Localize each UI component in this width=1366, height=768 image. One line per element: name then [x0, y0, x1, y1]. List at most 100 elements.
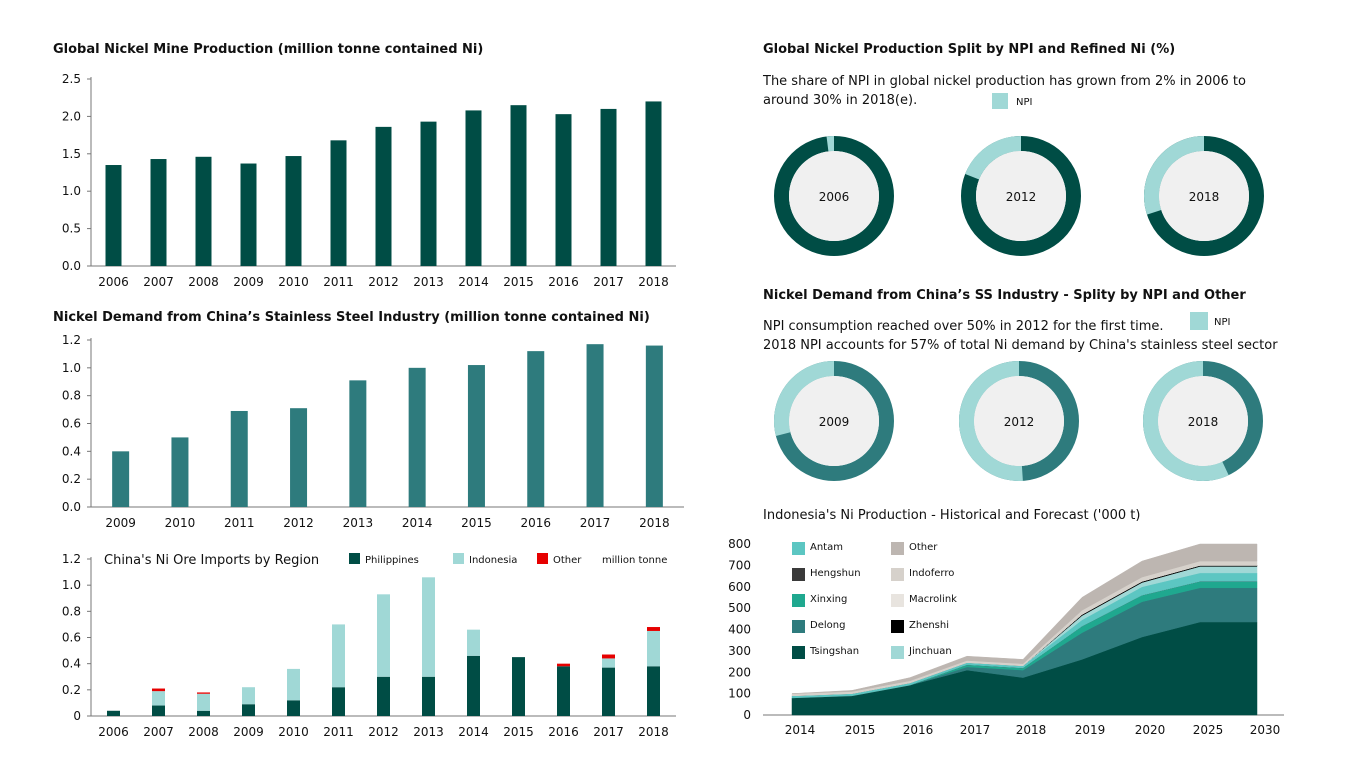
indonesia-legend-label-indoferro: Indoferro	[909, 568, 954, 579]
indonesia-legend-swatch-zhenshi	[891, 620, 904, 633]
mine-bar	[240, 163, 257, 266]
ore-bar-other	[602, 654, 615, 659]
china_ss-x-tick-label: 2009	[105, 516, 136, 530]
china_ss-x-tick-label: 2015	[461, 516, 492, 530]
china_ss-bar	[349, 380, 367, 507]
mine-bar	[600, 108, 617, 266]
indonesia-legend-swatch-other	[891, 542, 904, 555]
indonesia-area-other	[791, 543, 1258, 694]
mine-y-tick-label: 2.0	[62, 109, 81, 123]
indonesia-y-tick-label: 100	[728, 687, 751, 701]
ore-imports-title: China's Ni Ore Imports by Region	[104, 553, 319, 568]
indonesia-legend-swatch-indoferro	[891, 568, 904, 581]
indonesia-y-tick-label: 800	[728, 537, 751, 551]
mine-x-tick-label: 2006	[98, 275, 129, 289]
china_ss-y-tick-label: 0.4	[62, 444, 81, 458]
china_ss-x-tick-label: 2017	[580, 516, 611, 530]
npi_split-donut-2006-label: 2006	[819, 190, 850, 204]
mine-x-tick-label: 2012	[368, 275, 399, 289]
mine-y-tick-label: 0.5	[62, 222, 81, 236]
indonesia-legend-label-other: Other	[909, 542, 938, 553]
mine-x-tick-label: 2007	[143, 275, 174, 289]
china_ss-x-tick-label: 2013	[343, 516, 374, 530]
indonesia-legend-label-zhenshi: Zhenshi	[909, 620, 949, 631]
indonesia-legend-swatch-delong	[792, 620, 805, 633]
npi_split-donut-2018-npi	[1144, 136, 1264, 256]
npi_split-donut-2006-npi	[774, 136, 894, 256]
china_npi-donut-2018-npi	[1143, 361, 1263, 481]
ore-legend-swatch-philippines	[349, 553, 360, 564]
china_ss-y-tick-label: 0.2	[62, 472, 81, 486]
ore-x-tick-label: 2014	[458, 725, 489, 739]
npi_split-donut-2018-label: 2018	[1189, 190, 1220, 204]
china_npi-donut-2018-center	[1158, 376, 1248, 466]
china_ss-x-tick-label: 2011	[224, 516, 255, 530]
mine-y-tick-label: 1.0	[62, 184, 81, 198]
mine-production-title: Global Nickel Mine Production (million t…	[53, 42, 483, 57]
china-npi-description-line1: NPI consumption reached over 50% in 2012…	[763, 319, 1164, 334]
ore-bar-philippines	[467, 655, 480, 716]
china-npi-legend-swatch	[1190, 312, 1208, 330]
ore-bar-indonesia	[242, 687, 255, 705]
mine-bar	[510, 105, 527, 267]
ore-bar-philippines	[107, 710, 120, 716]
mine-bar	[375, 126, 392, 266]
ore-x-tick-label: 2012	[368, 725, 399, 739]
china_ss-y-tick-label: 1.0	[62, 361, 81, 375]
ore-bar-philippines	[557, 666, 570, 716]
china_ss-x-tick-label: 2018	[639, 516, 670, 530]
ore-bar-philippines	[377, 676, 390, 716]
ore-legend-label-other: Other	[553, 555, 582, 566]
china_ss-x-tick-label: 2014	[402, 516, 433, 530]
mine-y-tick-label: 0.0	[62, 259, 81, 273]
china_npi-donut-2009-center	[789, 376, 879, 466]
npi_split-donut-2012-label: 2012	[1006, 190, 1037, 204]
mine-bar	[465, 110, 482, 266]
ore-bar-indonesia	[602, 658, 615, 668]
china_ss-bar	[467, 365, 485, 507]
mine-bar	[420, 121, 437, 266]
npi_split-donut-2012-npi	[961, 136, 1081, 256]
indonesia-y-tick-label: 400	[728, 623, 751, 637]
mine-x-tick-label: 2013	[413, 275, 444, 289]
mine-production-chart: 0.0 0.5 1.0 1.5 2.0 2.5 2006 2007 2008 2009 2010 20…	[62, 72, 676, 289]
china_ss-y-tick-label: 0.6	[62, 417, 81, 431]
ore-bar-philippines	[602, 667, 615, 716]
ore-bar-philippines	[422, 676, 435, 716]
ore-legend-swatch-indonesia	[453, 553, 464, 564]
mine-bar	[195, 156, 212, 266]
china-npi-title: Nickel Demand from China’s SS Industry -…	[763, 288, 1246, 303]
ore-bar-other	[647, 627, 660, 631]
indonesia-y-tick-label: 600	[728, 580, 751, 594]
mine-bar	[150, 159, 167, 266]
mine-x-tick-label: 2014	[458, 275, 489, 289]
ore-y-tick-label: 0.6	[62, 631, 81, 645]
indonesia-legend-label-delong: Delong	[810, 620, 845, 631]
ore-y-tick-label: 1.0	[62, 578, 81, 592]
china_ss-y-tick-label: 0.0	[62, 500, 81, 514]
ore-y-tick-label: 0.4	[62, 657, 81, 671]
ore-bar-indonesia	[647, 630, 660, 667]
ore-legend-label-indonesia: Indonesia	[469, 555, 517, 566]
ore-bar-indonesia	[467, 629, 480, 656]
ore-x-tick-label: 2010	[278, 725, 309, 739]
indonesia-legend-swatch-jinchuan	[891, 646, 904, 659]
china_npi-donut-2009-npi	[774, 361, 894, 481]
ore-bar-indonesia	[197, 693, 210, 711]
indonesia-legend-swatch-hengshun	[792, 568, 805, 581]
mine-x-tick-label: 2010	[278, 275, 309, 289]
china_ss-bar	[112, 451, 130, 507]
china_ss-bar	[586, 344, 604, 507]
mine-x-tick-label: 2011	[323, 275, 354, 289]
ore-bar-indonesia	[377, 594, 390, 677]
ore-x-tick-label: 2011	[323, 725, 354, 739]
china_ss-bar	[290, 408, 308, 507]
ore-bar-philippines	[287, 700, 300, 716]
ore-bar-philippines	[647, 666, 660, 716]
ore-x-tick-label: 2016	[548, 725, 579, 739]
npi_split-donut-2012-center	[976, 151, 1066, 241]
ore-x-tick-label: 2007	[143, 725, 174, 739]
npi-split-legend-swatch	[992, 93, 1008, 109]
mine-bar	[330, 140, 347, 266]
indonesia-x-tick-label: 2018	[1016, 723, 1047, 737]
